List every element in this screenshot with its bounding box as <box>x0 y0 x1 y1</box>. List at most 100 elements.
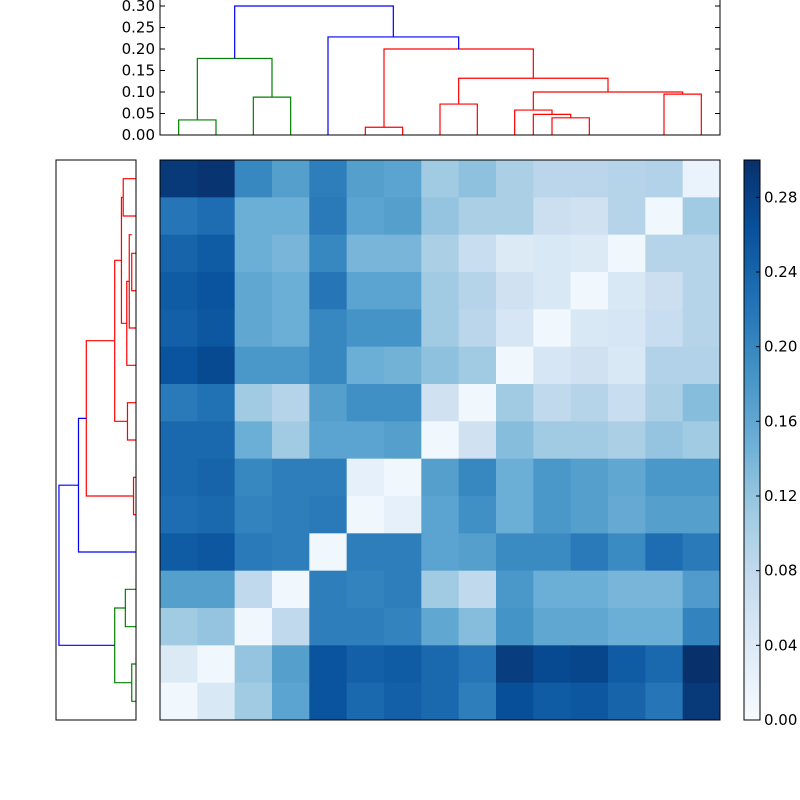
heatmap-cell <box>197 384 236 422</box>
left-dendrogram-link <box>131 252 136 292</box>
heatmap-cell <box>234 384 273 422</box>
heatmap-cell <box>384 496 422 534</box>
heatmap-cell <box>421 346 460 385</box>
heatmap-cell <box>160 309 198 348</box>
heatmap-cell <box>496 234 534 273</box>
heatmap-cell <box>272 570 310 609</box>
heatmap-cell <box>197 309 236 348</box>
heatmap-cell <box>458 272 497 310</box>
heatmap-cell <box>682 384 721 422</box>
heatmap-cell <box>458 682 497 721</box>
heatmap-cell <box>496 160 534 198</box>
heatmap-cell <box>197 197 236 236</box>
heatmap-cell <box>645 234 684 273</box>
heatmap-cell <box>160 645 198 684</box>
top-dendrogram-links <box>178 5 702 135</box>
heatmap-cell <box>608 682 646 721</box>
heatmap-cell <box>570 309 609 348</box>
heatmap-cell <box>533 384 572 422</box>
heatmap-cell <box>570 682 609 721</box>
colorbar-tick-label: 0.04 <box>764 636 797 654</box>
heatmap-cell <box>682 421 721 460</box>
heatmap-cell <box>160 384 198 422</box>
heatmap-cell <box>309 346 348 385</box>
heatmap-cell <box>496 346 534 385</box>
heatmap-cell <box>645 384 684 422</box>
colorbar-tick-label: 0.12 <box>764 487 797 505</box>
heatmap-cell <box>645 197 684 236</box>
heatmap-cell <box>645 533 684 572</box>
heatmap-cell <box>570 421 609 460</box>
heatmap-cell <box>682 570 721 609</box>
heatmap-cell <box>496 608 534 646</box>
heatmap-cell <box>645 272 684 310</box>
heatmap-cell <box>197 160 236 198</box>
heatmap-cell <box>645 682 684 721</box>
heatmap-cell <box>160 533 198 572</box>
heatmap-cell <box>458 197 497 236</box>
heatmap-cell <box>496 533 534 572</box>
heatmap-cell <box>346 384 385 422</box>
heatmap-cell <box>234 608 273 646</box>
heatmap-cell <box>608 421 646 460</box>
heatmap-cell <box>682 608 721 646</box>
heatmap-cell <box>496 496 534 534</box>
heatmap-cell <box>384 645 422 684</box>
heatmap-cell <box>160 234 198 273</box>
heatmap-cell <box>309 160 348 198</box>
heatmap-cell <box>234 309 273 348</box>
heatmap-cell <box>645 608 684 646</box>
heatmap-cell <box>384 533 422 572</box>
heatmap-cell <box>608 496 646 534</box>
heatmap-cell <box>197 346 236 385</box>
heatmap-cell <box>384 234 422 273</box>
heatmap-cell <box>496 384 534 422</box>
heatmap-cell <box>272 496 310 534</box>
heatmap-cell <box>309 197 348 236</box>
heatmap-cell <box>458 234 497 273</box>
heatmap-cell <box>234 533 273 572</box>
heatmap-cell <box>570 346 609 385</box>
heatmap-cell <box>384 458 422 497</box>
heatmap-cell <box>458 608 497 646</box>
heatmap-cell <box>645 346 684 385</box>
heatmap-cell <box>346 608 385 646</box>
heatmap-cell <box>234 234 273 273</box>
heatmap-frame <box>159 159 721 721</box>
heatmap-cell <box>309 570 348 609</box>
heatmap-cell <box>421 421 460 460</box>
heatmap-cell <box>570 570 609 609</box>
heatmap-cell <box>197 570 236 609</box>
heatmap-cell <box>608 533 646 572</box>
heatmap-cell <box>234 682 273 721</box>
colorbar-tick-label: 0.08 <box>764 562 797 580</box>
heatmap-cell <box>570 496 609 534</box>
heatmap-cell <box>197 533 236 572</box>
heatmap-cell <box>608 384 646 422</box>
heatmap-cell <box>160 346 198 385</box>
heatmap-cell <box>570 645 609 684</box>
heatmap-cell <box>682 645 721 684</box>
heatmap-cell <box>234 346 273 385</box>
heatmap-cell <box>496 682 534 721</box>
heatmap-cell <box>346 682 385 721</box>
heatmap-cell <box>645 570 684 609</box>
heatmap-cell <box>458 421 497 460</box>
heatmap-cell <box>533 496 572 534</box>
heatmap-cell <box>458 496 497 534</box>
heatmap-cell <box>458 533 497 572</box>
left-dendrogram-links <box>58 178 136 702</box>
heatmap-cell <box>421 384 460 422</box>
heatmap-cell <box>608 458 646 497</box>
heatmap-cell <box>608 346 646 385</box>
heatmap-cell <box>421 234 460 273</box>
heatmap-cell <box>160 682 198 721</box>
heatmap-cell <box>533 645 572 684</box>
heatmap-cell <box>309 421 348 460</box>
heatmap-cell <box>458 160 497 198</box>
heatmap-cell <box>272 458 310 497</box>
heatmap-cell <box>234 645 273 684</box>
heatmap-cell <box>160 272 198 310</box>
heatmap-cell <box>682 309 721 348</box>
